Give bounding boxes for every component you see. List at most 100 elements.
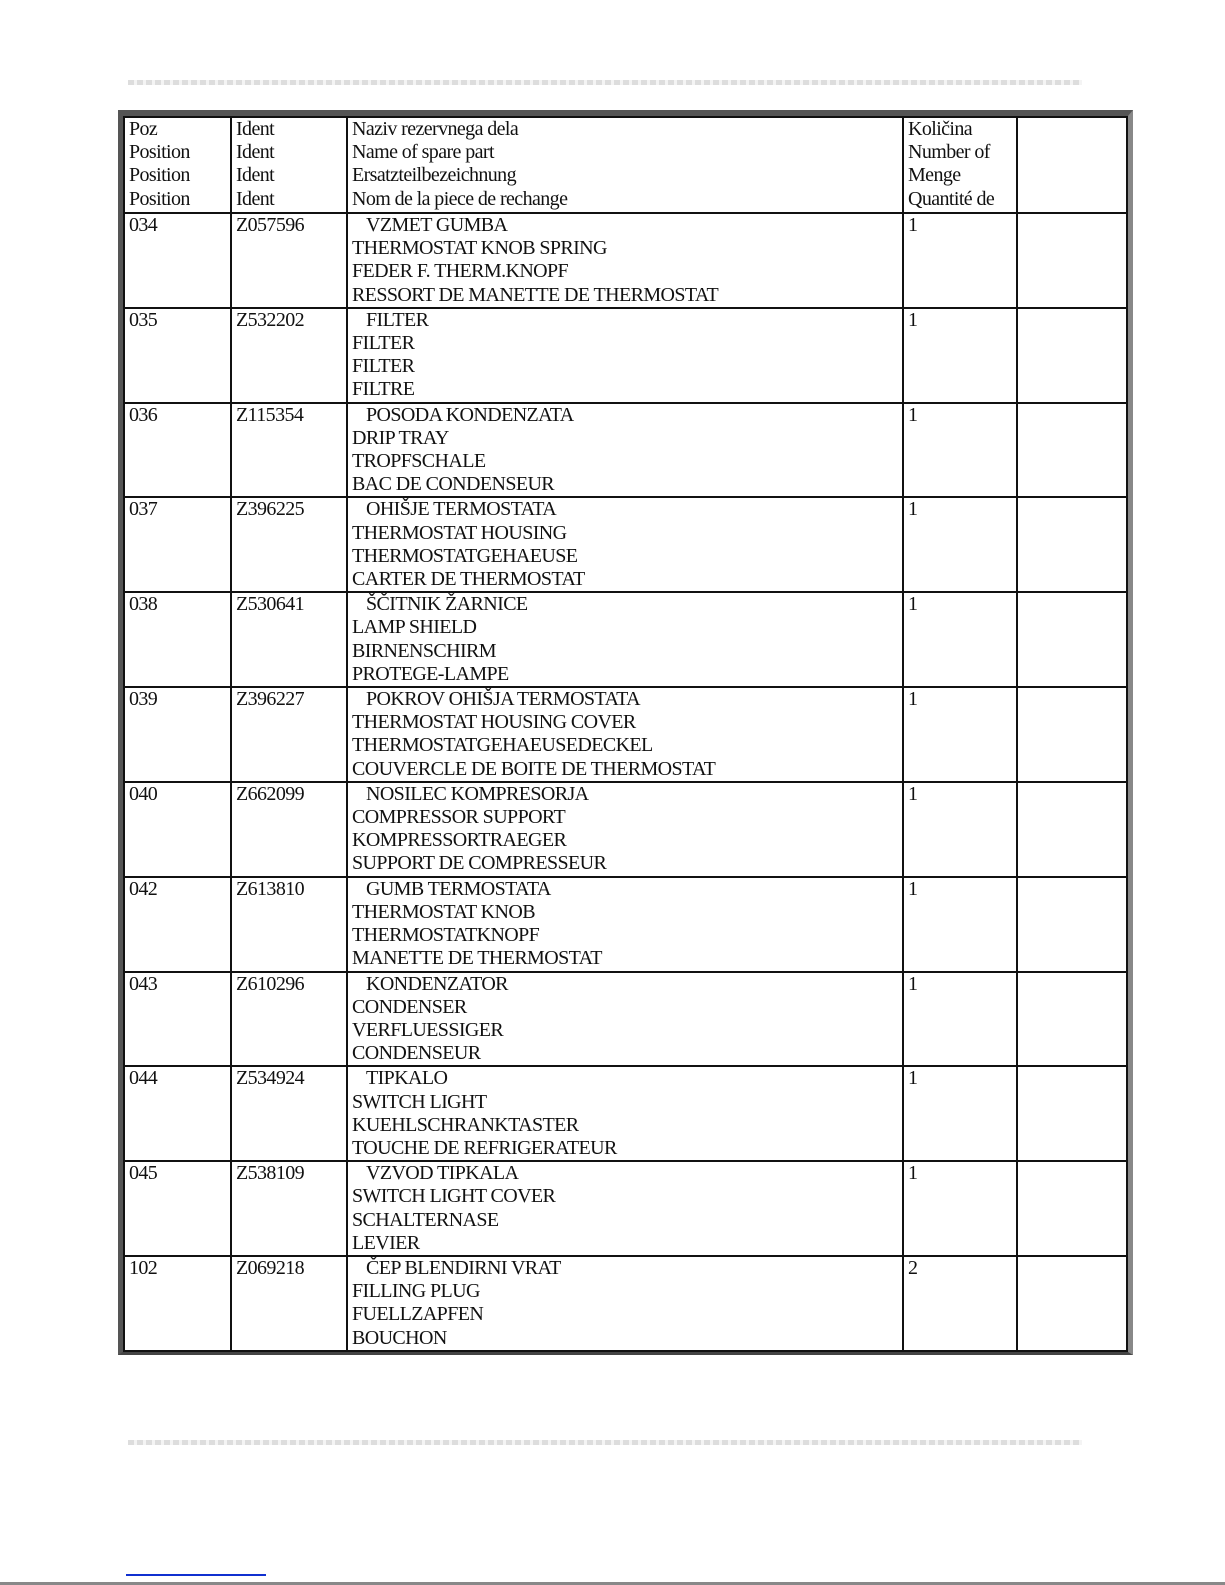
header-label: Number of — [908, 141, 990, 164]
cell-position: 044 — [123, 1065, 232, 1163]
cell-quantity: 1 — [902, 875, 1018, 973]
table-header-row: Poz Position Position Position Ident Ide… — [123, 116, 1128, 214]
header-label: Nom de la piece de rechange — [352, 187, 568, 210]
header-label: Količina — [908, 118, 973, 140]
cell-position: 040 — [123, 780, 232, 878]
header-label: Quantité de — [908, 187, 995, 210]
part-name-line: MANETTE DE THERMOSTAT — [352, 947, 602, 970]
cell-empty — [1016, 875, 1128, 973]
part-name-line: NOSILEC KOMPRESORJA — [366, 782, 589, 805]
part-name-line: KUEHLSCHRANKTASTER — [352, 1113, 579, 1136]
cell-part-name: OHIŠJE TERMOSTATA THERMOSTAT HOUSING THERM… — [346, 496, 904, 594]
table-row: 102 Z069218 ČEP BLENDIRNI VRAT FILLING PLUG… — [123, 1254, 1128, 1352]
cell-ident: Z534924 — [230, 1065, 348, 1163]
part-name-line: ČEP BLENDIRNI VRAT — [366, 1256, 561, 1279]
cell-empty — [1016, 686, 1128, 783]
part-name-line: SWITCH LIGHT COVER — [352, 1185, 556, 1208]
header-position: Poz Position Position Position — [123, 116, 232, 214]
part-name-line: TIPKALO — [366, 1067, 448, 1090]
header-label: Ident — [236, 187, 275, 210]
table-row: 045 Z538109 VZVOD TIPKALA SWITCH LIGHT COVE… — [123, 1160, 1128, 1257]
cell-empty — [1016, 306, 1128, 404]
cell-quantity: 1 — [902, 970, 1018, 1068]
part-name-line: TROPFSCHALE — [352, 450, 486, 473]
cell-position: 042 — [123, 875, 232, 973]
cell-quantity: 1 — [902, 591, 1018, 689]
cell-ident: Z396227 — [230, 686, 348, 783]
header-quantity: Količina Number of Menge Quantité de — [902, 116, 1018, 214]
part-name-line: THERMOSTAT KNOB — [352, 900, 536, 923]
part-name-line: CONDENSEUR — [352, 1042, 481, 1065]
cell-empty — [1016, 1065, 1128, 1163]
part-name-line: VZMET GUMBA — [366, 214, 508, 236]
table-row: 037 Z396225 OHIŠJE TERMOSTATA THERMOSTAT HO… — [123, 496, 1128, 594]
cell-ident: Z115354 — [230, 401, 348, 499]
cell-position: 039 — [123, 686, 232, 783]
cell-position: 035 — [123, 306, 232, 404]
cell-position: 043 — [123, 970, 232, 1068]
cell-empty — [1016, 970, 1128, 1068]
cell-ident: Z069218 — [230, 1254, 348, 1352]
cell-quantity: 1 — [902, 686, 1018, 783]
header-label: Position — [129, 187, 190, 210]
header-label: Position — [129, 164, 190, 187]
cell-ident: Z610296 — [230, 970, 348, 1068]
cell-ident: Z057596 — [230, 212, 348, 309]
part-name-line: COMPRESSOR SUPPORT — [352, 806, 566, 829]
part-name-line: BAC DE CONDENSEUR — [352, 473, 555, 496]
part-name-line: FILTER — [352, 332, 415, 355]
part-name-line: SWITCH LIGHT — [352, 1090, 487, 1113]
part-name-line: KONDENZATOR — [366, 972, 509, 995]
part-name-line: DRIP TRAY — [352, 426, 449, 449]
part-name-line: BIRNENSCHIRM — [352, 639, 497, 662]
part-name-line: POKROV OHIŠJA TERMOSTATA — [366, 688, 641, 711]
cell-part-name: KONDENZATOR CONDENSER VERFLUESSIGER CONDENS… — [346, 970, 904, 1068]
part-name-line: THERMOSTAT KNOB SPRING — [352, 237, 607, 260]
cell-part-name: VZVOD TIPKALA SWITCH LIGHT COVER SCHALTERN… — [346, 1160, 904, 1257]
header-label: Menge — [908, 164, 961, 187]
cell-quantity: 2 — [902, 1254, 1018, 1352]
header-label: Position — [129, 141, 190, 164]
cell-position: 102 — [123, 1254, 232, 1352]
cell-empty — [1016, 591, 1128, 689]
cell-quantity: 1 — [902, 1160, 1018, 1257]
cell-position: 034 — [123, 212, 232, 309]
part-name-line: SCHALTERNASE — [352, 1208, 499, 1231]
part-name-line: LAMP SHIELD — [352, 616, 477, 639]
cell-position: 045 — [123, 1160, 232, 1257]
cell-empty — [1016, 1254, 1128, 1352]
cell-quantity: 1 — [902, 780, 1018, 878]
table-row: 042 Z613810 GUMB TERMOSTATA THERMOSTAT KNOB… — [123, 875, 1128, 973]
part-name-line: THERMOSTATGEHAEUSEDECKEL — [352, 734, 653, 757]
table-row: 036 Z115354 POSODA KONDENZATA DRIP TRAY TROP… — [123, 401, 1128, 499]
cell-ident: Z662099 — [230, 780, 348, 878]
part-name-line: RESSORT DE MANETTE DE THERMOSTAT — [352, 283, 719, 306]
part-name-line: THERMOSTATGEHAEUSE — [352, 544, 578, 567]
part-name-line: FILTRE — [352, 378, 415, 401]
table-row: 038 Z530641 ŠČITNIK ŽARNICE LAMP SHIELD BIRN… — [123, 591, 1128, 689]
header-ident: Ident Ident Ident Ident — [230, 116, 348, 214]
footer-link-underline[interactable] — [126, 1574, 266, 1576]
table-row: 034 Z057596 VZMET GUMBA THERMOSTAT KNOB SPR… — [123, 212, 1128, 309]
cell-empty — [1016, 1160, 1128, 1257]
part-name-line: BOUCHON — [352, 1326, 447, 1349]
part-name-line: OHIŠJE TERMOSTATA — [366, 498, 557, 521]
cell-empty — [1016, 780, 1128, 878]
cell-ident: Z530641 — [230, 591, 348, 689]
header-label: Ersatzteilbezeichnung — [352, 164, 517, 187]
part-name-line: FILTER — [366, 308, 429, 331]
header-label: Ident — [236, 141, 275, 164]
cell-position: 036 — [123, 401, 232, 499]
cell-ident: Z538109 — [230, 1160, 348, 1257]
cell-part-name: ČEP BLENDIRNI VRAT FILLING PLUG FUELLZAPFE… — [346, 1254, 904, 1352]
header-empty — [1016, 116, 1128, 214]
cell-part-name: ŠČITNIK ŽARNICE LAMP SHIELD BIRNENSCHIRM PR… — [346, 591, 904, 689]
cell-quantity: 1 — [902, 306, 1018, 404]
cell-quantity: 1 — [902, 212, 1018, 309]
part-name-line: CARTER DE THERMOSTAT — [352, 568, 585, 591]
footer-divider — [128, 1440, 1082, 1445]
table-row: 043 Z610296 KONDENZATOR CONDENSER VERFLUESSI… — [123, 970, 1128, 1068]
part-name-line: KOMPRESSORTRAEGER — [352, 829, 567, 852]
part-name-line: TOUCHE DE REFRIGERATEUR — [352, 1136, 617, 1159]
part-name-line: ŠČITNIK ŽARNICE — [366, 593, 528, 616]
